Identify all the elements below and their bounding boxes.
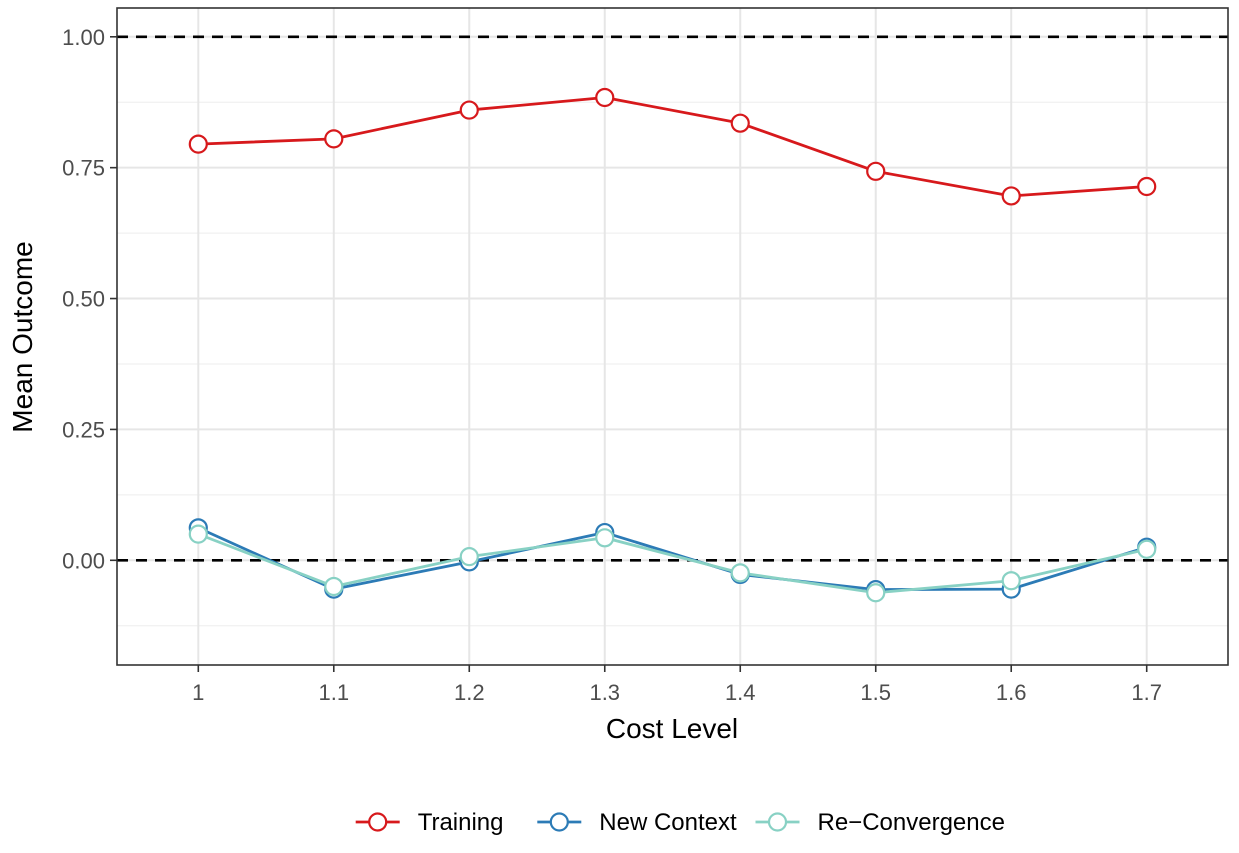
y-tick-label: 0.50 [62,287,105,312]
data-point-0 [730,113,750,133]
legend-key-point-2 [767,812,788,832]
legend-label-1: New Context [599,809,737,836]
x-tick-label: 1.7 [1131,680,1162,705]
data-point-0 [595,87,615,108]
x-tick-label: 1.6 [996,680,1027,705]
data-point-0 [1001,186,1021,206]
minor-gridlines [117,101,1228,627]
data-point-0 [1137,176,1157,197]
y-tick-label: 1.00 [62,25,105,50]
data-point-2 [324,576,344,597]
data-point-2 [188,524,208,544]
legend: Training New Context Re−Convergence [355,809,1005,836]
x-tick-label: 1.2 [454,680,485,705]
y-tick-label: 0.75 [62,156,105,181]
x-tick-label: 1.3 [589,680,620,705]
y-tick-label: 0.25 [62,417,105,442]
legend-key-point-0 [368,812,388,832]
x-axis-ticks: 1 1.1 1.2 1.3 1.4 1.5 1.6 1.7 [192,665,1162,705]
data-point-2 [595,528,615,548]
data-point-0 [188,134,208,154]
legend-label-2: Re−Convergence [818,809,1005,836]
data-point-2 [866,583,886,603]
series-line-2 [197,532,1148,595]
series-line-1 [197,526,1148,592]
plot-panel-border [116,7,1229,666]
data-point-0 [459,100,479,120]
series-line-0 [198,96,1147,198]
x-tick-label: 1 [192,680,204,705]
data-point-2 [459,547,479,567]
y-axis-title: Mean Outcome [7,241,38,432]
data-point-0 [324,129,344,149]
legend-label-0: Training [418,809,504,836]
reference-lines [117,35,1228,562]
x-axis-title: Cost Level [606,713,738,744]
series-lines [197,96,1148,595]
legend-key-point-1 [549,812,569,832]
data-point-0 [866,161,886,181]
x-tick-label: 1.5 [860,680,891,705]
x-tick-label: 1.1 [318,680,349,705]
data-point-2 [1137,539,1157,559]
y-tick-label: 0.00 [62,548,105,573]
data-point-2 [730,563,750,583]
y-axis-ticks: 0.00 0.25 0.50 0.75 1.00 [62,25,117,573]
data-point-2 [1001,571,1021,591]
x-tick-label: 1.4 [725,680,756,705]
series-points [188,87,1157,603]
